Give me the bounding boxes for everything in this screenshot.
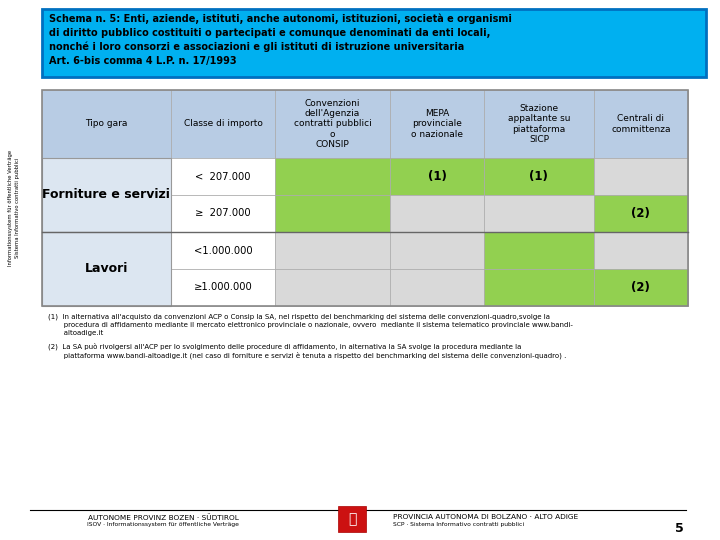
Bar <box>485 158 593 195</box>
Bar <box>42 90 688 306</box>
Bar <box>42 195 171 232</box>
Text: ISOV · Informationssystem für öffentliche Verträge: ISOV · Informationssystem für öffentlich… <box>87 522 238 527</box>
Text: Tipo gara: Tipo gara <box>85 119 127 129</box>
Text: ≥1.000.000: ≥1.000.000 <box>194 282 253 293</box>
Bar <box>42 269 171 306</box>
Text: (2)  La SA può rivolgersi all'ACP per lo svolgimento delle procedure di affidame: (2) La SA può rivolgersi all'ACP per lo … <box>48 342 566 359</box>
Text: (2): (2) <box>631 207 650 220</box>
Text: AUTONOME PROVINZ BOZEN · SÜDTIROL: AUTONOME PROVINZ BOZEN · SÜDTIROL <box>88 514 238 521</box>
Bar <box>390 232 485 269</box>
Bar <box>42 158 171 195</box>
Text: Classe di importo: Classe di importo <box>184 119 263 129</box>
Text: Informationssystem für öffentliche Verträge
Sistema Informativo contratti pubbli: Informationssystem für öffentliche Vertr… <box>9 150 19 266</box>
Bar <box>390 90 485 158</box>
Bar <box>171 195 276 232</box>
Bar <box>390 158 485 195</box>
Bar <box>593 158 688 195</box>
Bar <box>276 195 390 232</box>
Text: Lavori: Lavori <box>85 262 128 275</box>
Text: (1): (1) <box>428 170 446 183</box>
Text: 5: 5 <box>675 522 684 535</box>
Bar <box>276 90 390 158</box>
Bar <box>390 195 485 232</box>
Bar <box>485 195 593 232</box>
Bar <box>42 90 171 158</box>
Text: Forniture e servizi: Forniture e servizi <box>42 188 171 201</box>
Bar <box>42 158 171 232</box>
Text: (1): (1) <box>529 170 549 183</box>
Text: (2): (2) <box>631 281 650 294</box>
Text: (1)  In alternativa all'acquisto da convenzioni ACP o Consip la SA, nel rispetto: (1) In alternativa all'acquisto da conve… <box>48 314 572 336</box>
Bar <box>42 232 171 269</box>
Bar <box>42 9 706 77</box>
Bar <box>485 232 593 269</box>
Bar <box>593 90 688 158</box>
Bar <box>485 90 593 158</box>
Text: Convenzioni
dell'Agenzia
contratti pubblici
o
CONSIP: Convenzioni dell'Agenzia contratti pubbl… <box>294 99 372 149</box>
Text: ≥  207.000: ≥ 207.000 <box>195 208 251 219</box>
Text: <  207.000: < 207.000 <box>195 172 251 181</box>
Bar <box>171 158 276 195</box>
Bar <box>171 90 276 158</box>
Bar <box>171 269 276 306</box>
Bar <box>593 232 688 269</box>
Bar <box>171 232 276 269</box>
Bar <box>276 158 390 195</box>
Bar <box>42 232 171 306</box>
Bar <box>593 269 688 306</box>
Text: MEPA
provinciale
o nazionale: MEPA provinciale o nazionale <box>411 109 463 139</box>
Text: Stazione
appaltante su
piattaforma
SICP: Stazione appaltante su piattaforma SICP <box>508 104 570 144</box>
Bar <box>593 195 688 232</box>
Text: <1.000.000: <1.000.000 <box>194 246 253 255</box>
Bar <box>338 506 366 532</box>
Text: Schema n. 5: Enti, aziende, istituti, anche autonomi, istituzioni, società e org: Schema n. 5: Enti, aziende, istituti, an… <box>49 14 512 66</box>
Text: PROVINCIA AUTONOMA DI BOLZANO · ALTO ADIGE: PROVINCIA AUTONOMA DI BOLZANO · ALTO ADI… <box>393 514 578 520</box>
Text: SCP · Sistema Informativo contratti pubblici: SCP · Sistema Informativo contratti pubb… <box>393 522 524 527</box>
Text: 🦅: 🦅 <box>348 512 356 526</box>
Bar <box>276 232 390 269</box>
Bar <box>276 269 390 306</box>
Bar <box>390 269 485 306</box>
Bar <box>485 269 593 306</box>
Text: Centrali di
committenza: Centrali di committenza <box>611 114 670 134</box>
